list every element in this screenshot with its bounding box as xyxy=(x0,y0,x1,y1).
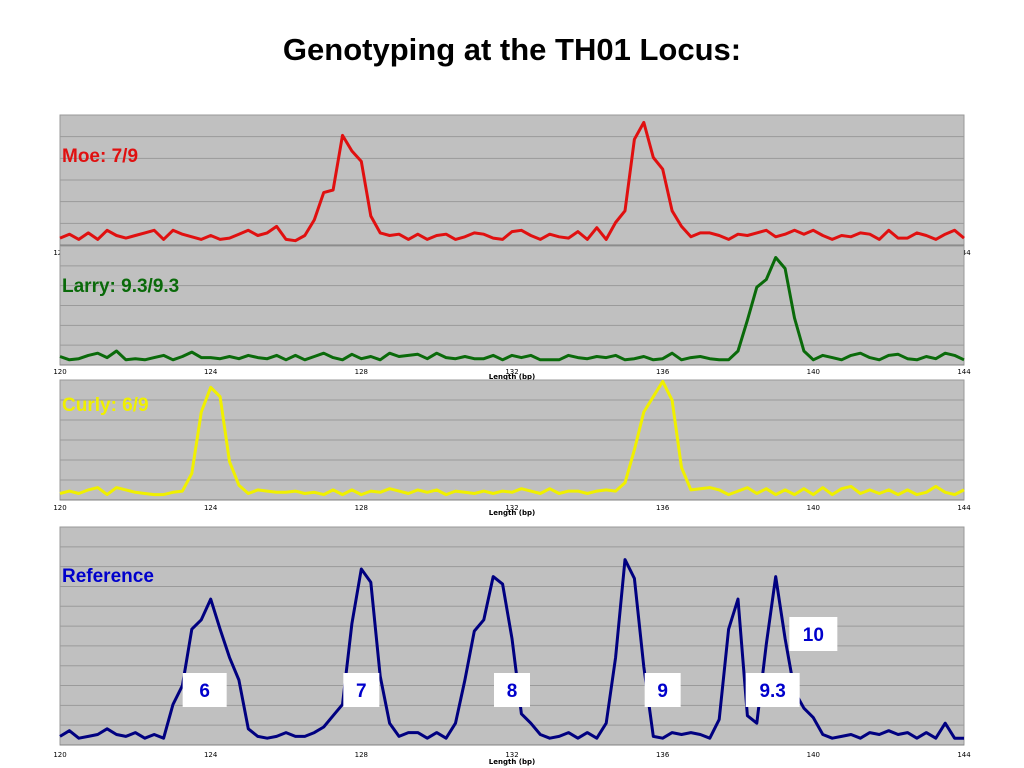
allele-box xyxy=(343,673,380,707)
panel-label: Curly: 6/9 xyxy=(62,395,149,416)
x-tick-label: 128 xyxy=(355,368,368,376)
allele-label: 9.3 xyxy=(759,681,785,702)
allele-box xyxy=(644,673,681,707)
series-line xyxy=(59,558,964,740)
x-tick-label: 136 xyxy=(656,368,670,376)
x-tick-label: 144 xyxy=(957,751,971,759)
panel-3: 120 124 128 132 136 140 144 Length (bp) Referenc… xyxy=(53,526,971,766)
allele-label: 8 xyxy=(507,681,518,702)
panel-label: Larry: 9.3/9.3 xyxy=(62,276,179,297)
allele-label: 10 xyxy=(803,625,824,646)
allele-label-box: 7 xyxy=(343,673,380,707)
allele-label: 7 xyxy=(356,681,367,702)
x-tick-label: 136 xyxy=(656,751,670,759)
allele-box xyxy=(789,617,838,651)
x-tick-label: 124 xyxy=(204,504,218,512)
x-tick-label: 120 xyxy=(53,368,66,376)
x-tick-label: 128 xyxy=(355,504,368,512)
panel-1: 120 124 128 132 136 140 144 Length (bp) Larry: 9… xyxy=(53,245,971,381)
x-tick-label: 144 xyxy=(957,368,971,376)
panel-2: 120 124 128 132 136 140 144 Length (bp) Curly: 6… xyxy=(53,379,971,517)
allele-label-box: 9 xyxy=(644,673,681,707)
x-tick-label: 132 xyxy=(505,751,518,759)
allele-label-box: 9.3 xyxy=(745,673,800,707)
allele-label-box: 6 xyxy=(182,673,227,707)
x-tick-label: 140 xyxy=(807,368,820,376)
page-title: Genotyping at the TH01 Locus: xyxy=(282,32,742,67)
panel-label: Moe: 7/9 xyxy=(62,146,138,167)
x-axis-title: Length (bp) xyxy=(489,509,535,517)
allele-label-box: 10 xyxy=(789,617,838,651)
series-line xyxy=(59,379,965,497)
x-axis-title: Length (bp) xyxy=(489,758,535,766)
x-tick-label: 128 xyxy=(355,751,368,759)
x-tick-label: 144 xyxy=(957,504,971,512)
panel-label: Reference xyxy=(62,566,154,587)
allele-box xyxy=(745,673,800,707)
allele-box xyxy=(182,673,227,707)
series-line xyxy=(59,256,965,362)
x-tick-label: 132 xyxy=(505,504,518,512)
x-tick-label: 140 xyxy=(807,504,820,512)
allele-label: 6 xyxy=(199,681,210,702)
allele-label-box: 8 xyxy=(494,673,530,707)
x-tick-label: 140 xyxy=(807,751,820,759)
x-tick-label: 120 xyxy=(53,504,66,512)
x-tick-label: 132 xyxy=(505,368,518,376)
allele-label: 9 xyxy=(657,681,668,702)
x-tick-label: 136 xyxy=(656,504,670,512)
x-tick-label: 120 xyxy=(53,751,66,759)
x-tick-label: 124 xyxy=(204,368,218,376)
series-line xyxy=(59,120,965,243)
x-axis-title: Length (bp) xyxy=(489,373,535,381)
allele-box xyxy=(494,673,530,707)
x-tick-label: 124 xyxy=(204,751,218,759)
